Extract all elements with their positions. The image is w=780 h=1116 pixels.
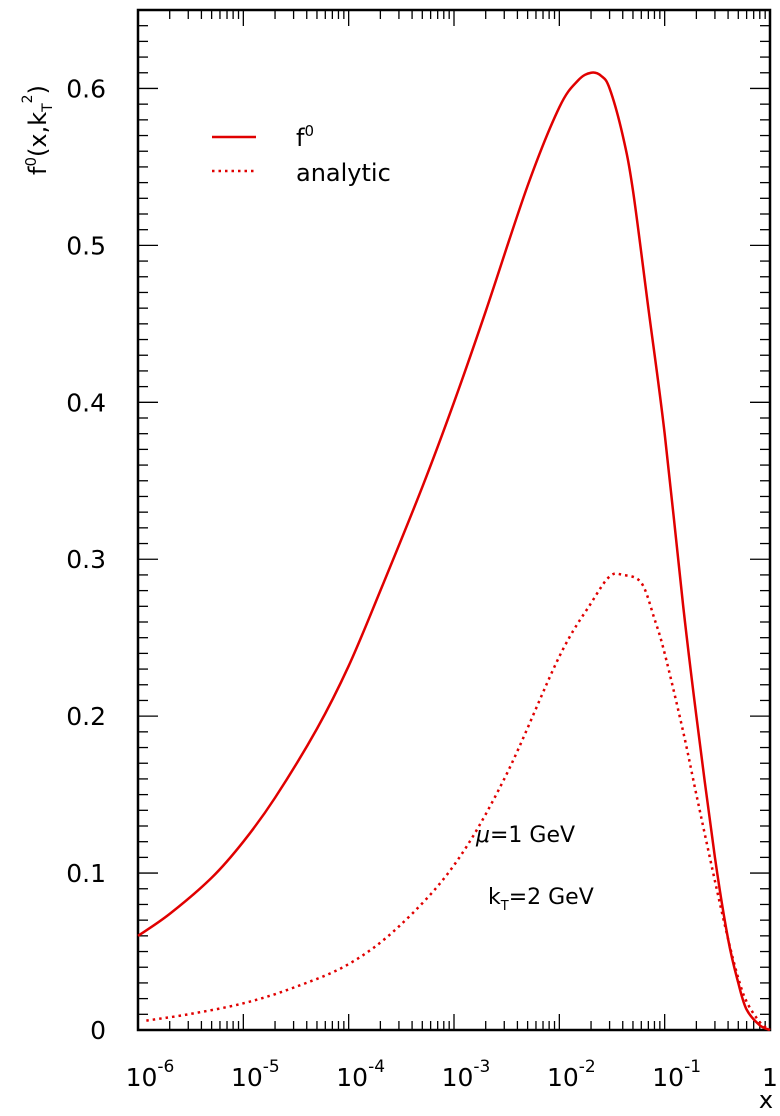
y-axis-title: f0(x,kT2)	[20, 85, 56, 175]
y-tick-label: 0.4	[66, 388, 106, 417]
x-axis-title: x	[759, 1086, 773, 1114]
annotation-kt: kT=2 GeV	[488, 885, 594, 914]
y-tick-labels: 0 0.1 0.2 0.3 0.4 0.5 0.6	[66, 74, 106, 1045]
x-tick-label: 10-4	[336, 1057, 385, 1092]
y-tick-label: 0	[90, 1016, 106, 1045]
annotation-mu: μ=1 GeV	[475, 823, 575, 848]
series-layer	[137, 71, 771, 1032]
y-title-sub: T	[40, 103, 56, 113]
annotations: μ=1 GeV kT=2 GeV	[475, 823, 594, 914]
legend-label-f0: f0	[296, 122, 314, 152]
y-title-close: )	[24, 85, 52, 94]
axis-ticks	[137, 9, 771, 1031]
y-title-args: (x,k	[24, 112, 52, 157]
legend-label-analytic: analytic	[296, 159, 391, 187]
x-tick-label: 10-5	[231, 1057, 280, 1092]
x-tick-labels: 10-6 10-5 10-4 10-3 10-2 10-1 1	[126, 1057, 778, 1092]
series-line-f0	[137, 71, 771, 1032]
y-tick-label: 0.6	[66, 74, 106, 103]
y-title-sup2: 2	[20, 94, 36, 103]
y-title-sup: 0	[22, 157, 40, 167]
x-tick-label: 10-2	[547, 1057, 596, 1092]
svg-text:f0(x,kT2): f0(x,kT2)	[20, 85, 56, 175]
series-line-analytic	[146, 572, 771, 1032]
x-tick-label: 10-3	[442, 1057, 491, 1092]
x-tick-label: 10-1	[652, 1057, 701, 1092]
x-tick-label: 10-6	[126, 1057, 175, 1092]
y-tick-label: 0.5	[66, 231, 106, 260]
y-tick-label: 0.3	[66, 545, 106, 574]
y-title-main: f	[24, 166, 52, 175]
y-tick-label: 0.2	[66, 702, 106, 731]
legend: f0 analytic	[212, 122, 391, 187]
x-tick-label: 1	[762, 1063, 778, 1092]
y-tick-label: 0.1	[66, 859, 106, 888]
